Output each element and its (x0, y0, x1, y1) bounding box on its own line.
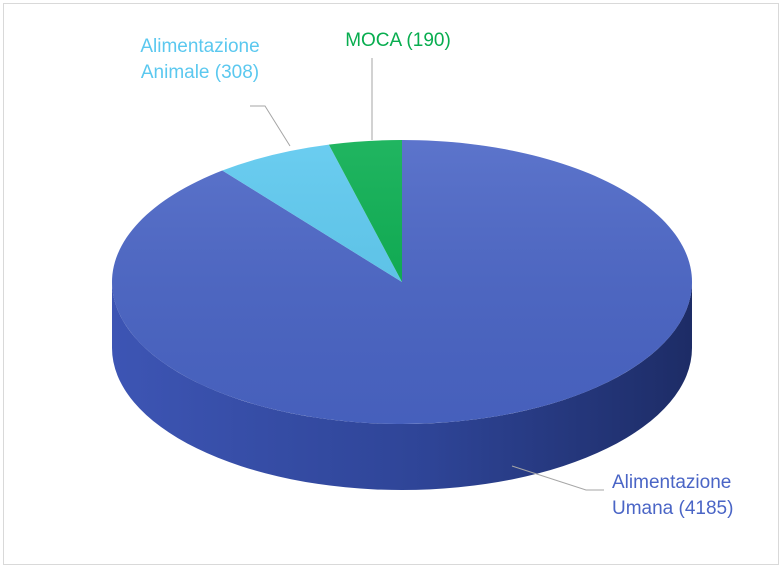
slice-label-0: Alimentazione Umana (4185) (612, 472, 733, 519)
slice-label-1: Alimentazione Animale (308) (140, 36, 259, 83)
slice-label-line: Umana (4185) (612, 498, 733, 519)
slice-labels: Alimentazione Umana (4185) Alimentazione An… (140, 30, 733, 519)
pie-depth (112, 282, 692, 490)
pie-side-wall (112, 282, 692, 490)
slice-label-2: MOCA (190) (345, 30, 451, 51)
slice-label-line: Alimentazione (140, 36, 259, 57)
leader-line-0 (511, 465, 604, 491)
pie-slices (112, 140, 693, 425)
leader-line-1 (250, 105, 291, 147)
slice-label-line: Animale (308) (141, 62, 259, 83)
slice-label-line: MOCA (190) (345, 30, 451, 51)
pie-slice-0 (112, 140, 693, 425)
slice-label-line: Alimentazione (612, 472, 731, 493)
leader-lines (250, 58, 604, 491)
